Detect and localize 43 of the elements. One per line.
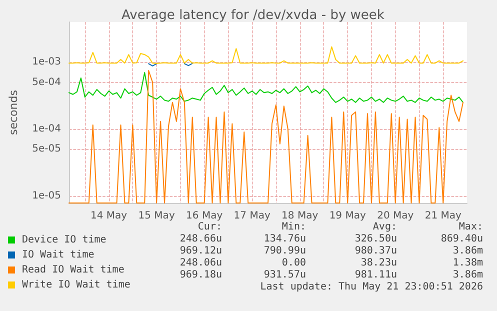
line-series (68, 70, 464, 204)
x-tick-label: 20 May (377, 210, 414, 222)
text: 969.12u (180, 246, 222, 256)
x-tick-label: 21 May (424, 210, 462, 222)
text: 869.40u (440, 234, 483, 244)
x-tick-label: 19 May (329, 210, 366, 222)
y-tick-label: 1e-04 (32, 124, 61, 134)
text: Avg: (372, 222, 397, 232)
line-series (68, 72, 464, 103)
x-tick-label: 17 May (234, 210, 270, 222)
text: 980.37u (354, 246, 397, 256)
line-series (68, 46, 464, 64)
x-tick-label: 14 May (90, 210, 128, 222)
y-tick-label: 5e-04 (32, 76, 61, 88)
text: 134.76u (264, 234, 306, 244)
text: 931.57u (264, 270, 306, 280)
text: Min: (282, 222, 306, 232)
y-axis-title: seconds (7, 90, 20, 135)
text: 248.66u (180, 234, 222, 244)
text: 790.99u (264, 246, 306, 256)
text: 326.50u (354, 234, 397, 244)
text: Max: (458, 222, 483, 232)
legend-label: Device IO time (22, 234, 106, 246)
x-tick-label: 15 May (138, 210, 175, 222)
legend-label: Read IO Wait time (22, 264, 124, 276)
text: 969.18u (180, 270, 222, 280)
text: 248.06u (180, 258, 222, 268)
text: 3.86m (452, 270, 483, 280)
y-tick-label: 5e-05 (32, 144, 61, 155)
x-tick-label: 18 May (282, 210, 318, 222)
text: 38.23u (360, 258, 397, 268)
y-tick-label: 1e-03 (32, 56, 61, 68)
x-tick-label: 16 May (186, 210, 223, 222)
chart-title: Average latency for /dev/xvda - by week (122, 8, 385, 23)
text: 981.11u (354, 270, 397, 280)
y-tick-label: 1e-05 (32, 190, 61, 202)
text: 1.38m (452, 258, 483, 268)
legend-label: IO Wait time (22, 250, 94, 260)
text: 0.00 (282, 258, 306, 268)
text: Cur: (198, 222, 222, 232)
text: 3.86m (452, 246, 483, 256)
legend-label: Write IO Wait time (22, 280, 130, 290)
text: Last update: Thu May 21 23:00:51 2026 (260, 282, 483, 292)
